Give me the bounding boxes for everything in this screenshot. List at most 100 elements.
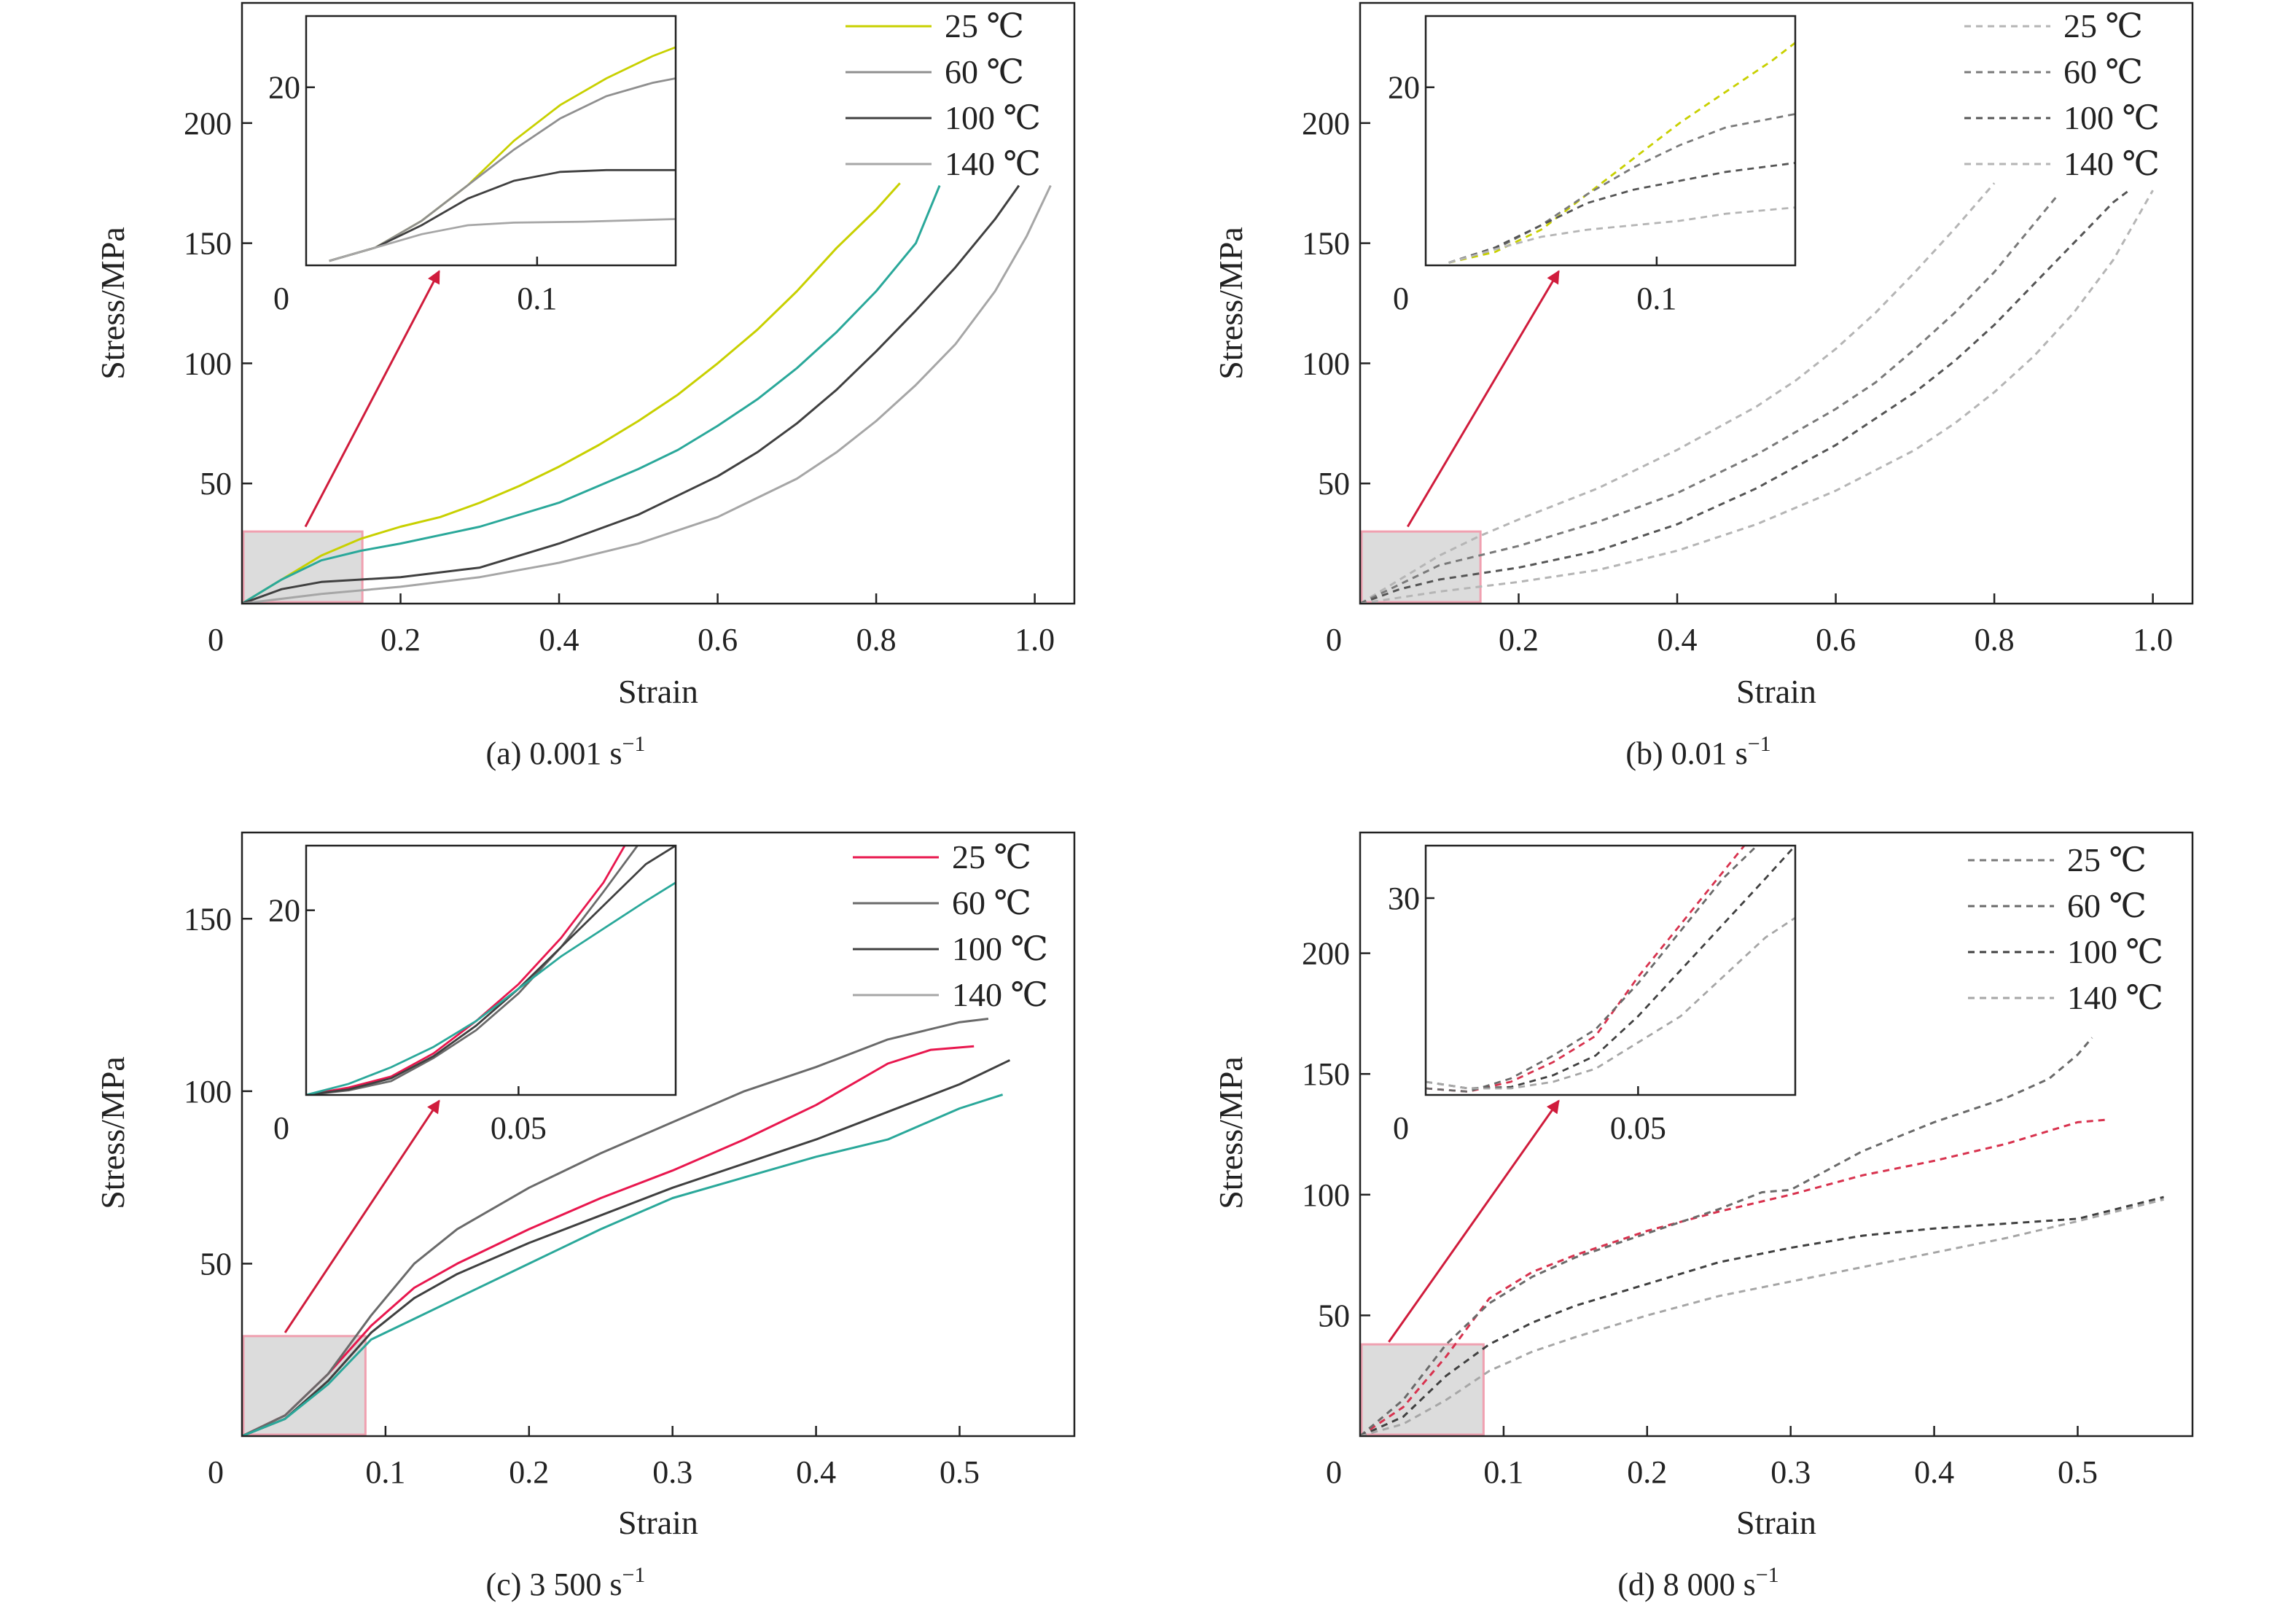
chart-panel-d: 0 0.1 0.2 0.3 0.4 0.5 50 100 150 200 Strain Stress/…: [1212, 831, 2194, 1602]
x-tick-label: 0.6: [698, 622, 738, 658]
y-axis-label: Stress/MPa: [1212, 1056, 1249, 1209]
inset-a: 0 0.1 20: [268, 15, 677, 316]
x-tick-label: 1.0: [2133, 622, 2173, 658]
y-axis-label: Stress/MPa: [94, 1056, 131, 1209]
inset-series-group: [1426, 846, 1795, 1093]
y-tick-label: 200: [1302, 936, 1350, 972]
inset-x-tick-label: 0: [1393, 1110, 1409, 1146]
x-tick-label: 1.0: [1015, 622, 1055, 658]
inset-series-line-3: [329, 168, 676, 262]
x-tick-label: 0.8: [1975, 622, 2015, 658]
inset-series-line-3: [306, 846, 676, 1095]
legend-label-1: 25 ℃: [945, 7, 1024, 44]
inset-series-line-4: [306, 881, 676, 1095]
x-tick-label: 0: [208, 1454, 224, 1490]
x-tick-label: 0.2: [1627, 1454, 1667, 1490]
x-tick-label: 0.2: [509, 1454, 549, 1490]
legend-label-4: 140 ℃: [945, 145, 1041, 182]
series-group: [242, 182, 1052, 604]
y-tick-label: 100: [1302, 346, 1350, 381]
inset-frame: [305, 844, 677, 1096]
inset-d: 0 0.05 30: [1388, 844, 1797, 1146]
y-tick-label: 200: [1302, 106, 1350, 141]
x-tick-label: 0.4: [1657, 622, 1698, 658]
x-tick-label: 0.5: [940, 1454, 980, 1490]
x-tick-label: 0.2: [1499, 622, 1539, 658]
inset-series-group: [1448, 42, 1795, 264]
x-axis-label: Strain: [1736, 673, 1816, 710]
series-line-3: [1360, 189, 2130, 604]
y-tick-label: 100: [184, 1074, 232, 1110]
plot-frame: [1359, 1, 2194, 605]
legend-label-2: 60 ℃: [945, 53, 1024, 90]
plot-frame: [1359, 831, 2194, 1438]
y-axis-label: Stress/MPa: [1212, 227, 1249, 380]
zoom-arrow: [304, 270, 440, 528]
x-tick-label: 0.4: [1914, 1454, 1954, 1490]
panel-caption: (d) 8 000 s−1: [1617, 1563, 1778, 1602]
legend-label-4: 140 ℃: [2063, 145, 2160, 182]
x-tick-label: 0.8: [856, 622, 897, 658]
legend-label-2: 60 ℃: [2063, 53, 2143, 90]
legend-label-3: 100 ℃: [945, 99, 1041, 136]
y-tick-label: 100: [1302, 1177, 1350, 1213]
inset-series-line-4: [1426, 916, 1795, 1090]
x-tick-label: 0: [1326, 1454, 1342, 1490]
y-tick-label: 50: [200, 1246, 232, 1282]
inset-y-tick-label: 20: [1388, 70, 1420, 106]
series-group: [1360, 182, 2154, 604]
inset-c: 0 0.05 20: [268, 844, 677, 1146]
inset-b: 0 0.1 20: [1388, 15, 1797, 316]
y-tick-label: 150: [1302, 226, 1350, 262]
series-line-2: [242, 1018, 989, 1436]
inset-background: [306, 846, 676, 1095]
inset-series-line-4: [1448, 206, 1795, 264]
x-axis-label: Strain: [618, 673, 698, 710]
inset-background: [1426, 846, 1795, 1095]
legend-label-2: 60 ℃: [2067, 887, 2147, 924]
inset-series-group: [329, 46, 676, 262]
series-line-3: [242, 1058, 1011, 1436]
legend-label-3: 100 ℃: [952, 930, 1048, 967]
y-axis-label: Stress/MPa: [94, 227, 131, 380]
series-line-1: [1360, 182, 1996, 604]
y-tick-label: 100: [184, 346, 232, 381]
inset-frame: [305, 15, 677, 267]
x-tick-label: 0.5: [2058, 1454, 2098, 1490]
panel-caption: (b) 0.01 s−1: [1625, 732, 1770, 771]
series-group: [1360, 1037, 2164, 1436]
series-line-4: [242, 1093, 1004, 1436]
y-tick-label: 50: [200, 466, 232, 502]
y-tick-label: 50: [1318, 466, 1350, 502]
legend-label-1: 25 ℃: [2067, 841, 2147, 878]
x-tick-label: 0: [1326, 622, 1342, 658]
inset-background: [1426, 16, 1795, 265]
inset-series-line-3: [1448, 162, 1795, 264]
series-line-3: [1360, 1196, 2164, 1436]
inset-series-line-2: [306, 846, 639, 1095]
inset-series-line-4: [329, 218, 676, 262]
x-tick-label: 0.3: [1770, 1454, 1811, 1490]
plot-frame: [241, 1, 1076, 605]
series-line-1: [242, 182, 901, 604]
legend-label-3: 100 ℃: [2063, 99, 2160, 136]
chart-panel-b: 0 0.2 0.4 0.6 0.8 1.050100150200StrainStress/…: [1212, 1, 2194, 771]
plot-frame: [241, 831, 1076, 1438]
inset-series-group: [306, 846, 676, 1095]
x-tick-label: 0.4: [539, 622, 579, 658]
legend-label-1: 25 ℃: [952, 838, 1031, 876]
inset-x-tick-label: 0.1: [1636, 281, 1676, 316]
chart-panel-c: 0 0.1 0.2 0.3 0.4 0.5 50 100 150 Strain Stress/MPa…: [94, 831, 1076, 1602]
inset-x-tick-label: 0: [273, 281, 289, 316]
series-line-4: [1360, 1198, 2164, 1436]
inset-frame: [1424, 15, 1797, 267]
x-axis-label: Strain: [618, 1504, 698, 1541]
inset-x-tick-label: 0.1: [517, 281, 557, 316]
series-line-2: [1360, 1037, 2093, 1436]
legend-label-4: 140 ℃: [2067, 979, 2163, 1016]
legend-label-4: 140 ℃: [952, 976, 1048, 1013]
x-tick-label: 0.1: [1483, 1454, 1523, 1490]
zoom-arrow: [1388, 1099, 1560, 1343]
inset-background: [306, 16, 676, 265]
